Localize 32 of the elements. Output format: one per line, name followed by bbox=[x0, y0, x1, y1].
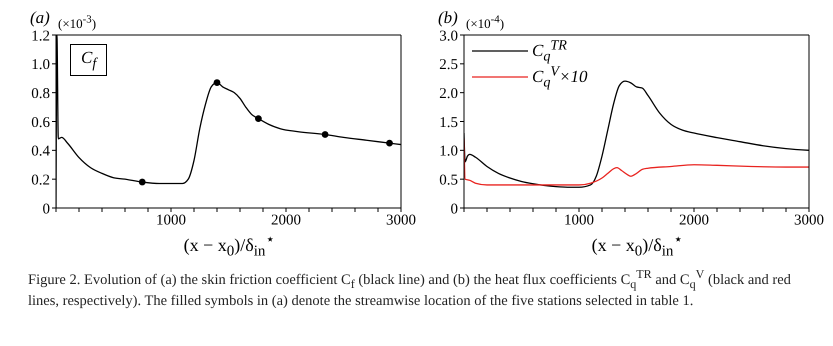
y-tick-label: 2.0 bbox=[439, 86, 458, 102]
point bbox=[138, 178, 146, 186]
y-tick-label: 1.5 bbox=[439, 114, 458, 131]
x-tick-label: 3000 bbox=[794, 212, 824, 229]
point bbox=[255, 115, 262, 122]
y-tick-label: 1.2 bbox=[31, 28, 50, 44]
x-tick-label: 1000 bbox=[564, 212, 594, 229]
y-tick-label: 0 bbox=[42, 201, 50, 218]
x-tick-label: 2000 bbox=[271, 212, 301, 229]
annotation: C$_{f}$ bbox=[81, 48, 96, 72]
legend-label: C$_{q}$$^{V}$×10 bbox=[532, 62, 588, 90]
chart-title: (b) bbox=[438, 8, 458, 27]
text: Figure 2. Evolution of (a) the skin friction coefficient C$_{f}$ (black line) and (b) the heat flux coefficients C$_{q}$$^{TR}$ and C$_{q}$$^{V}$ (black and red lines, respectively). The filled symbols in (a) denote the streamwise location of the five stations selected in table 1. bbox=[28, 267, 791, 309]
y-tick-label: 1.0 bbox=[31, 57, 50, 74]
x-tick-label: 2000 bbox=[679, 212, 709, 229]
y-tick-label: 0 bbox=[450, 201, 458, 218]
y-tick-label: 0.4 bbox=[31, 144, 50, 160]
y-tick-label: 0.8 bbox=[31, 86, 50, 102]
x-tick-label: 1000 bbox=[156, 212, 186, 229]
y-tick-label: 3.0 bbox=[439, 28, 458, 44]
y-axis-title: (×10$^{-3}$) bbox=[58, 14, 96, 32]
point bbox=[322, 131, 328, 138]
y-tick-label: 0.5 bbox=[439, 172, 458, 188]
y-axis-title: (×10$^{-4}$) bbox=[466, 14, 504, 32]
x-tick-label: 3000 bbox=[386, 212, 416, 229]
y-tick-label: 2.5 bbox=[439, 57, 458, 74]
y-tick-label: 0.6 bbox=[31, 114, 50, 131]
point bbox=[214, 79, 220, 86]
y-tick-label: 0.2 bbox=[31, 172, 50, 188]
y-tick-label: 1.0 bbox=[439, 144, 458, 160]
chart-title: (a) bbox=[30, 8, 50, 27]
point bbox=[386, 140, 393, 147]
